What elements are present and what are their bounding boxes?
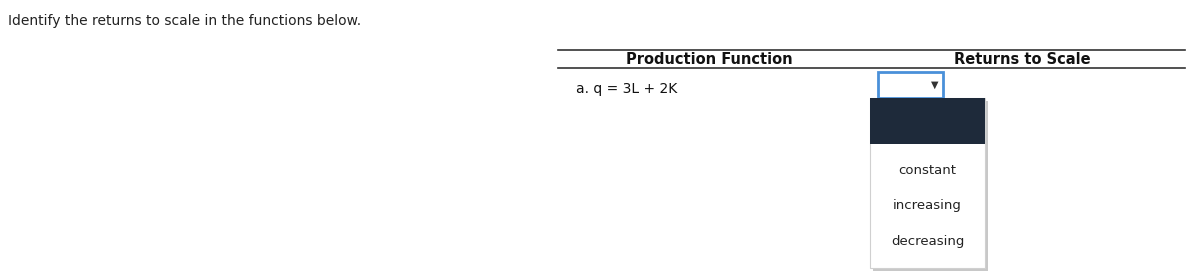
FancyBboxPatch shape xyxy=(870,98,985,268)
FancyBboxPatch shape xyxy=(870,98,985,144)
Text: a. q = 3L + 2K: a. q = 3L + 2K xyxy=(576,82,677,96)
Text: Production Function: Production Function xyxy=(625,52,792,67)
Text: decreasing: decreasing xyxy=(890,235,964,248)
Text: ▼: ▼ xyxy=(930,80,938,90)
Text: Identify the returns to scale in the functions below.: Identify the returns to scale in the fun… xyxy=(8,14,361,28)
Text: increasing: increasing xyxy=(893,200,962,213)
FancyBboxPatch shape xyxy=(874,101,988,271)
Text: constant: constant xyxy=(899,163,956,176)
Text: Returns to Scale: Returns to Scale xyxy=(954,52,1091,67)
FancyBboxPatch shape xyxy=(878,72,943,98)
